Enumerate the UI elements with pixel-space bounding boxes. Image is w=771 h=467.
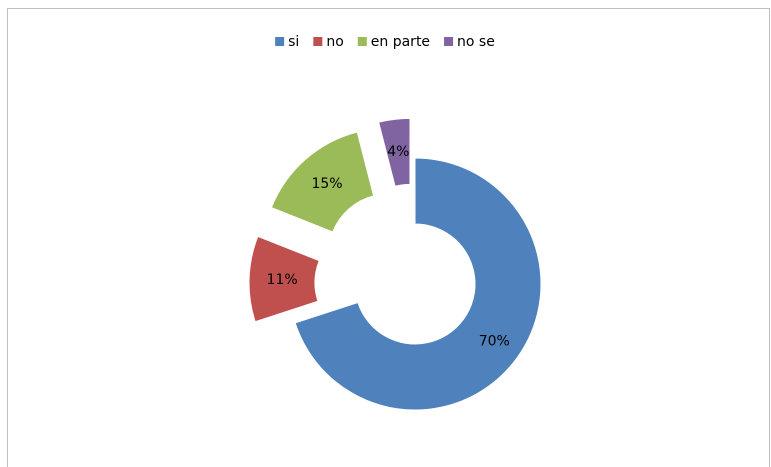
donut-slice [248, 235, 320, 323]
legend-swatch [444, 37, 454, 46]
legend-swatch [357, 37, 367, 46]
legend-label: no se [457, 34, 495, 50]
donut-slice [270, 131, 375, 233]
legend-swatch [275, 37, 285, 46]
legend-swatch [313, 37, 323, 46]
legend-label: si [288, 34, 299, 50]
data-label: 15% [311, 176, 342, 192]
data-label: 70% [479, 334, 510, 350]
data-label: 11% [267, 272, 298, 288]
donut-slice [378, 117, 411, 187]
legend-label: en parte [371, 34, 430, 50]
donut-slice [294, 157, 542, 411]
data-label: 4% [387, 144, 409, 160]
legend-label: no [326, 34, 343, 50]
